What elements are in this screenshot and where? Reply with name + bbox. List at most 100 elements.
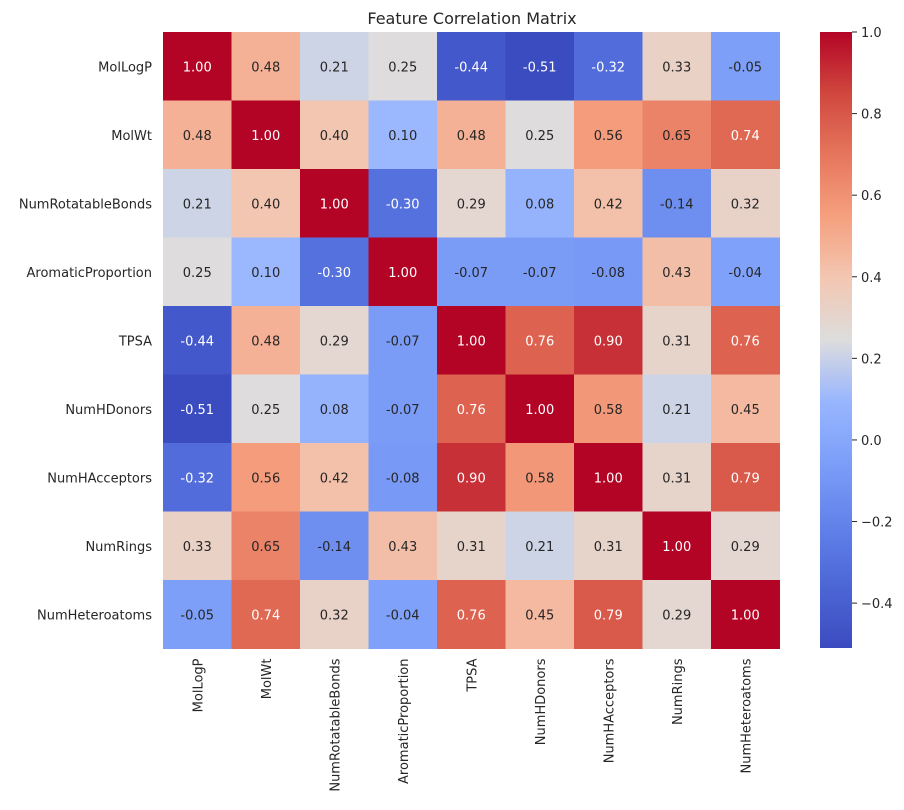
cell-value-label: 1.00 [457, 334, 486, 349]
heatmap-cell [231, 100, 301, 170]
heatmap-cell [437, 306, 506, 375]
cell-value-label: -0.05 [180, 608, 214, 623]
heatmap-cell [300, 32, 369, 101]
cell-value-label: 0.48 [251, 60, 280, 75]
x-tick-label: AromaticProportion [397, 659, 412, 784]
heatmap-cell [300, 306, 369, 375]
heatmap-cell [642, 511, 712, 581]
heatmap-cell [574, 580, 643, 649]
heatmap-cell [437, 32, 506, 101]
cell-value-label: 0.25 [388, 60, 417, 75]
cell-value-label: 0.29 [662, 608, 691, 623]
heatmap-cell-labels: 1.00 0.48 0.21 0.25 -0.44 -0.51 -0.32 0.33 -0.05… [180, 60, 762, 623]
heatmap-cell [300, 580, 369, 649]
heatmap-cell [505, 237, 575, 307]
y-tick-label: TPSA [118, 334, 152, 349]
y-tick-label: NumHAcceptors [47, 471, 152, 486]
cell-value-label: 0.25 [183, 266, 212, 281]
cell-value-label: 0.76 [457, 608, 486, 623]
heatmap-cell [368, 169, 438, 238]
cell-value-label: 0.76 [457, 403, 486, 418]
cell-value-label: 0.48 [251, 334, 280, 349]
cell-value-label: 1.00 [251, 129, 280, 144]
heatmap-cell [711, 306, 780, 375]
heatmap-cell [505, 32, 575, 101]
x-tick-label: MolWt [260, 659, 275, 700]
heatmap-cell [574, 32, 643, 101]
colorbar-gradient [820, 32, 852, 648]
colorbar-tick-label: −0.4 [861, 597, 893, 612]
cell-value-label: 0.45 [525, 608, 554, 623]
colorbar-tick-label: 1.0 [861, 26, 882, 41]
heatmap-cell [300, 374, 369, 444]
heatmap-cell [642, 169, 712, 238]
cell-value-label: 0.21 [662, 403, 691, 418]
heatmap-cell [505, 100, 575, 170]
heatmap-cell [642, 443, 712, 512]
cell-value-label: 0.42 [320, 471, 349, 486]
heatmap-cell [505, 580, 575, 649]
heatmap-cell [163, 100, 232, 170]
y-axis-tick-labels: MolLogP MolWt NumRotatableBonds AromaticPro… [19, 60, 152, 623]
cell-value-label: 0.33 [662, 60, 691, 75]
heatmap-cell [231, 32, 301, 101]
cell-value-label: 1.00 [731, 608, 760, 623]
heatmap-cells [163, 32, 780, 649]
cell-value-label: 0.90 [594, 334, 623, 349]
colorbar: −0.4 −0.2 0.0 0.2 0.4 0.6 0.8 1.0 [820, 26, 893, 648]
cell-value-label: 0.21 [525, 540, 554, 555]
x-axis-tick-labels: MolLogP MolWt NumRotatableBonds AromaticPro… [191, 658, 754, 791]
heatmap-cell [163, 443, 232, 512]
colorbar-tick-label: 0.8 [861, 108, 882, 123]
heatmap-cell [505, 443, 575, 512]
cell-value-label: 0.48 [457, 129, 486, 144]
cell-value-label: 0.31 [662, 471, 691, 486]
heatmap-cell [163, 32, 232, 101]
cell-value-label: 0.21 [320, 60, 349, 75]
cell-value-label: 0.42 [594, 197, 623, 212]
cell-value-label: 0.29 [320, 334, 349, 349]
heatmap-cell [231, 306, 301, 375]
cell-value-label: 0.33 [183, 540, 212, 555]
heatmap-cell [505, 374, 575, 444]
heatmap-cell [368, 443, 438, 512]
heatmap-cell [163, 169, 232, 238]
cell-value-label: 0.31 [594, 540, 623, 555]
cell-value-label: 0.29 [457, 197, 486, 212]
heatmap-cell [437, 237, 506, 307]
cell-value-label: 0.08 [320, 403, 349, 418]
x-tick-label: MolLogP [191, 658, 206, 712]
heatmap-cell [642, 306, 712, 375]
heatmap-cell [711, 443, 780, 512]
cell-value-label: -0.51 [180, 403, 214, 418]
cell-value-label: 0.76 [525, 334, 554, 349]
cell-value-label: -0.14 [660, 197, 694, 212]
heatmap-cell [163, 306, 232, 375]
cell-value-label: 0.74 [251, 608, 280, 623]
heatmap-cell [711, 100, 780, 170]
x-tick-label: NumHeteroatoms [739, 658, 754, 773]
heatmap-cell [574, 306, 643, 375]
cell-value-label: -0.44 [180, 334, 214, 349]
heatmap-cell [437, 511, 506, 581]
cell-value-label: -0.44 [454, 60, 488, 75]
heatmap-cell [642, 374, 712, 444]
cell-value-label: 0.21 [183, 197, 212, 212]
cell-value-label: -0.30 [317, 266, 351, 281]
heatmap-cell [574, 374, 643, 444]
cell-value-label: 0.10 [251, 266, 280, 281]
colorbar-tick-label: 0.6 [861, 189, 882, 204]
y-tick-label: NumRings [85, 540, 152, 555]
y-tick-label: AromaticProportion [27, 266, 152, 281]
colorbar-tick-label: 0.0 [861, 434, 882, 449]
cell-value-label: 0.40 [320, 129, 349, 144]
colorbar-tick-label: −0.2 [861, 516, 893, 531]
cell-value-label: 0.56 [251, 471, 280, 486]
cell-value-label: 0.56 [594, 129, 623, 144]
heatmap-cell [437, 169, 506, 238]
cell-value-label: 0.48 [183, 129, 212, 144]
heatmap-cell [300, 511, 369, 581]
heatmap-cell [368, 237, 438, 307]
cell-value-label: 0.79 [594, 608, 623, 623]
heatmap-cell [231, 580, 301, 649]
